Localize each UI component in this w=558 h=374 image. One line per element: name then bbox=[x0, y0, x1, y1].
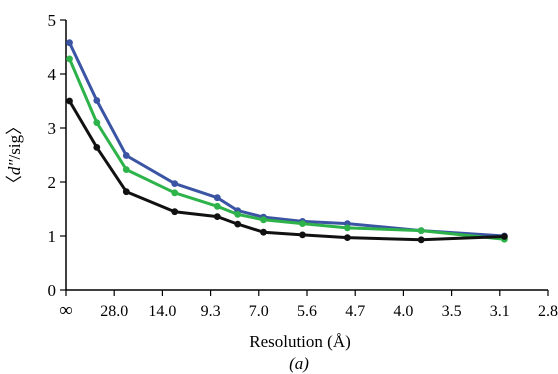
x-tick-label-5: 5.6 bbox=[297, 303, 317, 320]
y-tick-label-4: 4 bbox=[48, 65, 57, 84]
series-0-line bbox=[68, 42, 505, 238]
series-2-point-0 bbox=[66, 97, 73, 105]
x-tick-label-7: 4.0 bbox=[393, 303, 413, 320]
y-axis-label-close: /sig〉 bbox=[5, 118, 24, 160]
series-0-point-4 bbox=[213, 194, 221, 202]
series-1-line bbox=[68, 58, 505, 241]
series-2-point-6 bbox=[260, 228, 267, 236]
series-1-point-4 bbox=[213, 202, 221, 210]
series-2-point-8 bbox=[344, 234, 351, 242]
series-2-point-9 bbox=[417, 236, 425, 244]
series-2-point-1 bbox=[93, 144, 101, 151]
y-tick-label-0: 0 bbox=[48, 281, 57, 300]
series-2-point-7 bbox=[299, 231, 306, 239]
x-tick-label-3: 9.3 bbox=[201, 303, 221, 320]
series-2-point-2 bbox=[122, 188, 130, 196]
y-tick-label-5: 5 bbox=[48, 11, 57, 30]
x-tick-label-10: 2.8 bbox=[538, 303, 558, 320]
series-0-point-1 bbox=[93, 97, 101, 104]
x-axis-label: Resolution (Å) bbox=[249, 332, 351, 351]
x-tick-label-2: 14.0 bbox=[148, 303, 176, 320]
y-axis-label-open: 〈 bbox=[5, 175, 24, 192]
series-1-point-8 bbox=[344, 224, 351, 232]
series-0-point-0 bbox=[66, 39, 73, 47]
y-axis-label-d: d″ bbox=[5, 159, 24, 176]
y-axis-label: 〈d″/sig〉 bbox=[5, 118, 24, 192]
x-tick-label-4: 7.0 bbox=[249, 303, 269, 320]
series-1-point-9 bbox=[417, 227, 425, 235]
series-0 bbox=[66, 39, 508, 240]
y-tick-label-1: 1 bbox=[48, 227, 57, 246]
x-tick-label-9: 3.1 bbox=[490, 303, 510, 320]
series-2-point-5 bbox=[234, 220, 242, 228]
series-1-point-1 bbox=[93, 119, 101, 126]
series-1-point-7 bbox=[299, 220, 306, 228]
series-1-point-2 bbox=[122, 166, 130, 174]
series-2-point-3 bbox=[171, 208, 179, 216]
x-tick-label-0: ∞ bbox=[59, 300, 73, 321]
panel-label: (a) bbox=[289, 354, 309, 373]
series-2-point-4 bbox=[213, 213, 221, 221]
series-1-point-6 bbox=[260, 216, 267, 224]
axes: 0 1 2 3 4 5 ∞ 28.0 14.0 9.3 7.0 5.6 4.7 4.0 3.5 3.1 2.8 bbox=[48, 11, 558, 321]
axis-labels: Resolution (Å) 〈d″/sig〉 (a) bbox=[5, 118, 351, 373]
x-tick-label-1: 28.0 bbox=[100, 303, 128, 320]
y-tick-label-3: 3 bbox=[48, 119, 57, 138]
y-tick-label-2: 2 bbox=[48, 173, 57, 192]
x-tick-label-8: 3.5 bbox=[442, 303, 462, 320]
series-0-point-2 bbox=[122, 152, 130, 159]
x-tick-label-6: 4.7 bbox=[345, 303, 365, 320]
series-2-point-10 bbox=[501, 233, 508, 240]
series-0-point-3 bbox=[171, 180, 179, 188]
series-1 bbox=[66, 55, 508, 243]
series-1-point-3 bbox=[171, 189, 179, 197]
series-layer bbox=[66, 39, 508, 244]
series-1-point-5 bbox=[234, 211, 242, 218]
series-2 bbox=[66, 97, 508, 244]
series-1-point-0 bbox=[66, 55, 73, 63]
